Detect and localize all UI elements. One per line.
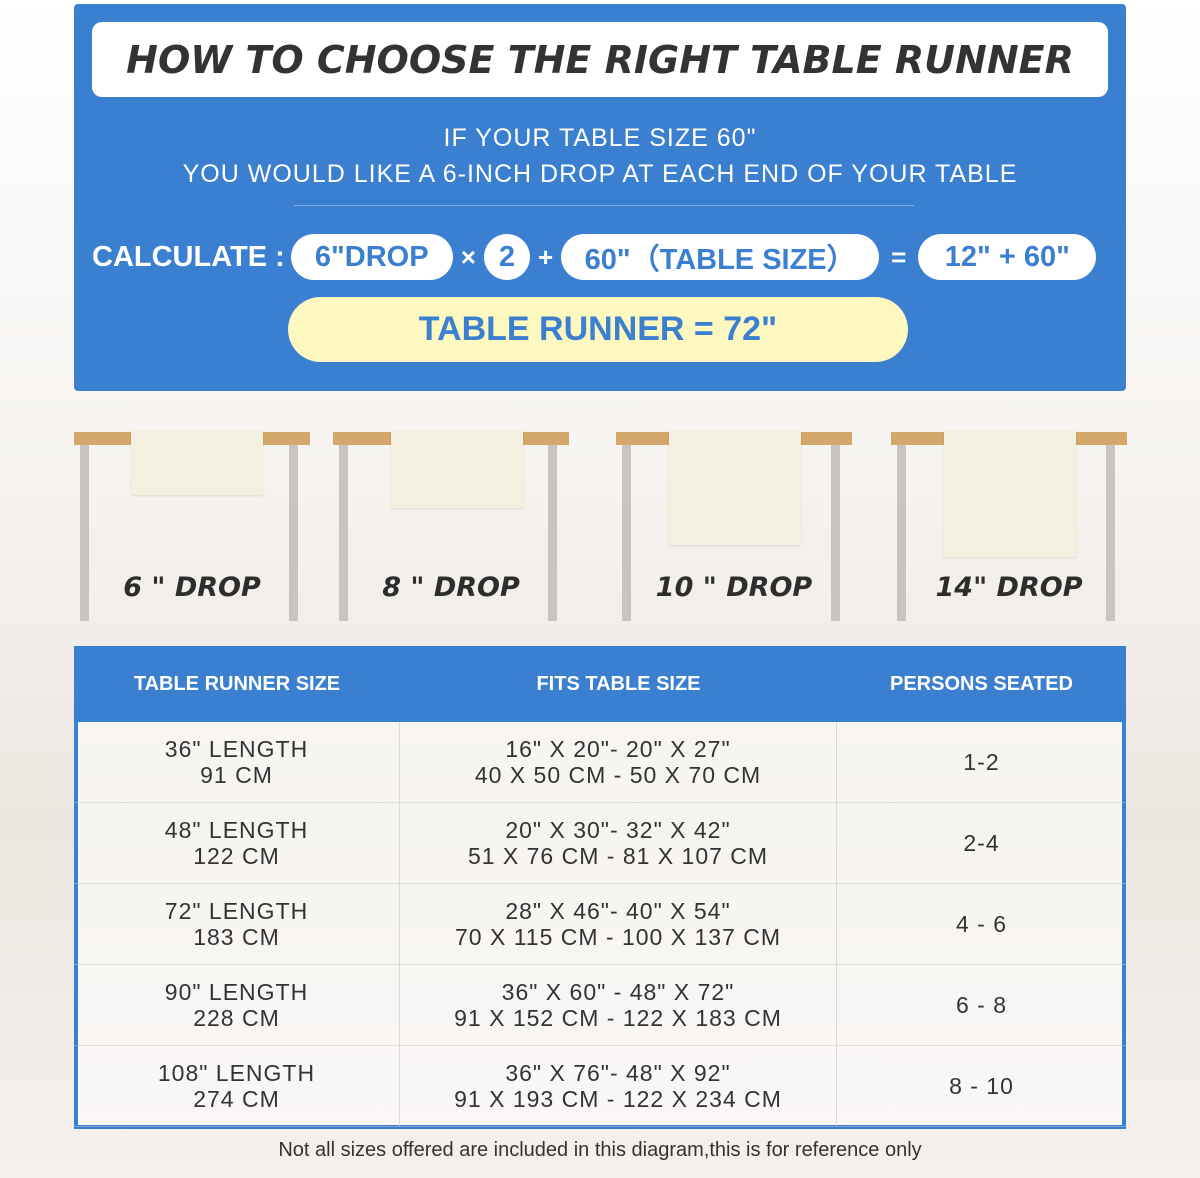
- fits-table-cell: 16" X 20"- 20" X 27" 40 X 50 CM - 50 X 70…: [400, 722, 837, 802]
- table-drop-illustration: 14" DROP: [891, 430, 1127, 622]
- calculation-panel: HOW TO CHOOSE THE RIGHT TABLE RUNNER IF …: [74, 4, 1126, 391]
- length-in: 108" LENGTH: [157, 1060, 316, 1086]
- table-leg: [1106, 445, 1115, 621]
- calculation-row: CALCULATE : 6"DROP × 2 + 60"（TABLE SIZE）…: [92, 233, 1097, 281]
- sum-pill: 12" + 60": [918, 234, 1097, 280]
- persons-cell: 4 - 6: [955, 911, 1008, 937]
- fits-in: 16" X 20"- 20" X 27": [505, 736, 731, 762]
- table-leg: [897, 445, 906, 621]
- fits-table-cell: 28" X 46"- 40" X 54" 70 X 115 CM - 100 X …: [400, 884, 837, 964]
- fits-in: 28" X 46"- 40" X 54": [505, 898, 731, 924]
- table-leg: [831, 445, 840, 621]
- table-leg: [289, 445, 298, 621]
- table-size-pill: 60"（TABLE SIZE）: [561, 234, 880, 280]
- runner-drop: [131, 430, 263, 495]
- table-leg: [339, 445, 348, 621]
- divider: [294, 205, 914, 206]
- fits-table-cell: 36" X 60" - 48" X 72" 91 X 152 CM - 122 X…: [400, 965, 837, 1045]
- runner-size-cell: 48" LENGTH 122 CM: [74, 803, 400, 883]
- length-in: 72" LENGTH: [164, 898, 309, 924]
- fits-cm: 40 X 50 CM - 50 X 70 CM: [474, 762, 762, 788]
- header-fits-table: FITS TABLE SIZE: [536, 672, 701, 695]
- table-row: 36" LENGTH 91 CM 16" X 20"- 20" X 27" 40 X…: [74, 722, 1126, 803]
- runner-size-cell: 36" LENGTH 91 CM: [74, 722, 400, 802]
- runner-drop: [944, 430, 1076, 557]
- length-in: 36" LENGTH: [164, 736, 309, 762]
- runner-size-cell: 108" LENGTH 274 CM: [74, 1046, 400, 1126]
- persons-cell: 2-4: [963, 830, 1000, 856]
- fits-in: 20" X 30"- 32" X 42": [505, 817, 731, 843]
- fits-in: 36" X 76"- 48" X 92": [505, 1060, 731, 1086]
- length-in: 90" LENGTH: [164, 979, 309, 1005]
- table-drop-illustration: 8 " DROP: [333, 430, 569, 622]
- runner-size-cell: 90" LENGTH 228 CM: [74, 965, 400, 1045]
- drop-label: 10 " DROP: [655, 572, 813, 603]
- runner-size-cell: 72" LENGTH 183 CM: [74, 884, 400, 964]
- persons-cell: 6 - 8: [955, 992, 1008, 1018]
- plus-sign: +: [537, 241, 554, 272]
- fits-cm: 91 X 152 CM - 122 X 183 CM: [454, 1005, 782, 1031]
- table-row: 48" LENGTH 122 CM 20" X 30"- 32" X 42" 51 …: [74, 803, 1126, 884]
- persons-cell: 8 - 10: [949, 1073, 1014, 1099]
- length-cm: 183 CM: [193, 924, 280, 950]
- fits-table-cell: 20" X 30"- 32" X 42" 51 X 76 CM - 81 X 10…: [400, 803, 837, 883]
- table-header: TABLE RUNNER SIZE FITS TABLE SIZE PERSON…: [74, 646, 1126, 722]
- length-cm: 274 CM: [193, 1086, 280, 1112]
- size-table: TABLE RUNNER SIZE FITS TABLE SIZE PERSON…: [74, 646, 1126, 1129]
- drop-label: 6 " DROP: [123, 572, 261, 603]
- fits-cm: 91 X 193 CM - 122 X 234 CM: [454, 1086, 782, 1112]
- length-cm: 228 CM: [193, 1005, 280, 1031]
- table-row: 90" LENGTH 228 CM 36" X 60" - 48" X 72" 91…: [74, 965, 1126, 1046]
- persons-cell: 1-2: [963, 749, 1000, 775]
- fits-in: 36" X 60" - 48" X 72": [501, 979, 735, 1005]
- header-persons: PERSONS SEATED: [890, 672, 1073, 695]
- example-line-2: YOU WOULD LIKE A 6-INCH DROP AT EACH END…: [182, 160, 1018, 188]
- result-pill: TABLE RUNNER = 72": [288, 297, 908, 362]
- table-drop-illustration: 6 " DROP: [74, 430, 310, 622]
- table-row: 108" LENGTH 274 CM 36" X 76"- 48" X 92" 91…: [74, 1046, 1126, 1127]
- fits-cm: 70 X 115 CM - 100 X 137 CM: [455, 924, 781, 950]
- example-line-1: IF YOUR TABLE SIZE 60": [443, 124, 757, 152]
- multiplier-pill: 2: [483, 234, 530, 280]
- footnote: Not all sizes offered are included in th…: [278, 1139, 922, 1161]
- table-drop-illustration: 10 " DROP: [616, 430, 852, 622]
- drop-label: 8 " DROP: [382, 572, 520, 603]
- length-cm: 91 CM: [200, 762, 273, 788]
- table-row: 72" LENGTH 183 CM 28" X 46"- 40" X 54" 70 …: [74, 884, 1126, 965]
- times-sign: ×: [460, 241, 476, 272]
- equals-sign: =: [891, 241, 907, 272]
- drop-label: 14" DROP: [935, 572, 1083, 603]
- table-leg: [80, 445, 89, 621]
- length-in: 48" LENGTH: [164, 817, 309, 843]
- header-runner-size: TABLE RUNNER SIZE: [133, 672, 341, 695]
- calculate-label: CALCULATE :: [92, 240, 285, 273]
- fits-table-cell: 36" X 76"- 48" X 92" 91 X 193 CM - 122 X …: [400, 1046, 837, 1126]
- drop-pill: 6"DROP: [290, 234, 453, 280]
- length-cm: 122 CM: [193, 843, 280, 869]
- table-leg: [548, 445, 557, 621]
- page-title: HOW TO CHOOSE THE RIGHT TABLE RUNNER: [92, 22, 1108, 97]
- runner-drop: [669, 430, 801, 545]
- fits-cm: 51 X 76 CM - 81 X 107 CM: [467, 843, 769, 869]
- table-leg: [622, 445, 631, 621]
- runner-drop: [391, 430, 523, 508]
